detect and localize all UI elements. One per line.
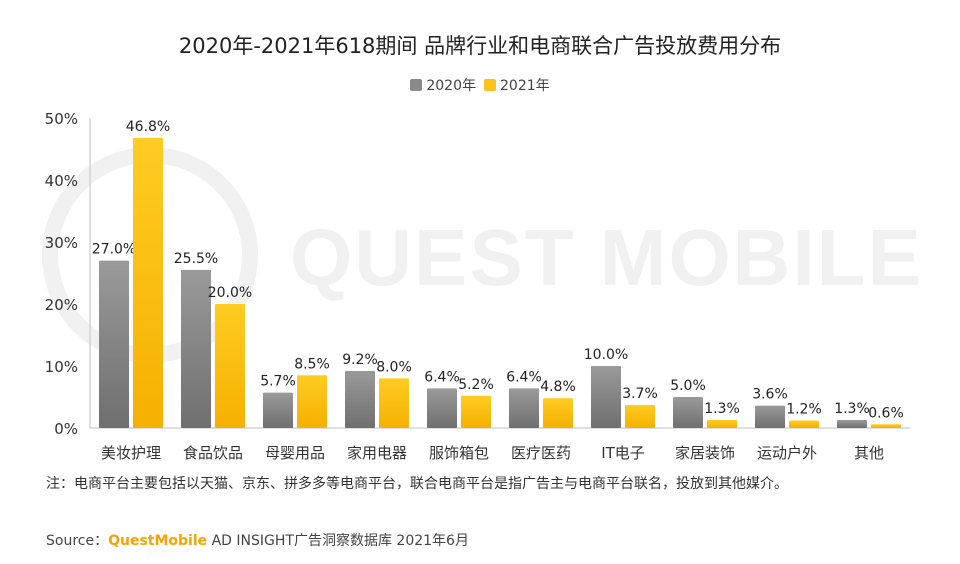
x-tick-label: IT电子 bbox=[601, 444, 645, 462]
data-label: 4.8% bbox=[540, 379, 576, 395]
data-label: 8.0% bbox=[376, 359, 412, 375]
data-label: 25.5% bbox=[174, 251, 218, 267]
data-label: 3.6% bbox=[752, 387, 788, 403]
data-label: 5.2% bbox=[458, 377, 494, 393]
legend-label-2021: 2021年 bbox=[500, 78, 550, 94]
bar-2020 bbox=[427, 388, 457, 428]
x-tick-label: 其他 bbox=[854, 444, 884, 462]
data-label: 9.2% bbox=[342, 352, 378, 368]
bar-2020 bbox=[345, 370, 375, 428]
source-line: Source：QuestMobile AD INSIGHT广告洞察数据库 202… bbox=[46, 530, 469, 550]
data-label: 1.2% bbox=[786, 402, 822, 418]
bar-2020 bbox=[591, 366, 621, 428]
data-label: 1.3% bbox=[834, 401, 870, 417]
bar-2021 bbox=[707, 419, 737, 428]
bar-2020 bbox=[673, 397, 703, 428]
data-label: 0.6% bbox=[868, 405, 904, 421]
bar-2020 bbox=[509, 388, 539, 428]
bar-2020 bbox=[755, 405, 785, 428]
bar-2020 bbox=[181, 269, 211, 428]
data-label: 10.0% bbox=[584, 347, 628, 363]
footnote: 注：电商平台主要包括以天猫、京东、拼多多等电商平台，联合电商平台是指广告主与电商… bbox=[46, 476, 788, 492]
data-label: 3.7% bbox=[622, 386, 658, 402]
legend-label-2020: 2020年 bbox=[426, 78, 476, 94]
x-tick-label: 母婴用品 bbox=[265, 444, 325, 462]
data-label: 6.4% bbox=[506, 369, 542, 385]
data-label: 5.7% bbox=[260, 374, 296, 390]
y-tick-label: 20% bbox=[45, 296, 78, 314]
bar-chart: QUEST MOBILE 0% 10% 20% 30% 40% 50% 美妆护理 食品饮品 母婴… bbox=[42, 110, 923, 462]
bar-2021 bbox=[133, 137, 163, 428]
x-tick-label: 服饰箱包 bbox=[429, 444, 489, 462]
x-tick-label: 运动户外 bbox=[757, 444, 817, 462]
x-tick-label: 家用电器 bbox=[347, 444, 407, 462]
bar-2020 bbox=[837, 419, 867, 428]
legend-swatch-2021 bbox=[484, 79, 496, 91]
bar-2021 bbox=[871, 424, 901, 428]
x-tick-label: 医疗医药 bbox=[511, 444, 571, 462]
x-tick-label: 美妆护理 bbox=[101, 444, 161, 462]
y-tick-label: 10% bbox=[45, 358, 78, 376]
legend-item-2020: 2020年 bbox=[410, 75, 476, 95]
y-tick-label: 40% bbox=[45, 172, 78, 190]
y-tick-label: 0% bbox=[54, 420, 78, 438]
chart-legend: 2020年 2021年 bbox=[0, 75, 960, 95]
bar-2021 bbox=[625, 405, 655, 428]
x-tick-label: 食品饮品 bbox=[183, 444, 243, 462]
bar-2021 bbox=[789, 420, 819, 428]
bar-2021 bbox=[543, 398, 573, 428]
chart-title: 2020年-2021年618期间 品牌行业和电商联合广告投放费用分布 bbox=[178, 34, 782, 58]
y-tick-label: 30% bbox=[45, 234, 78, 252]
x-tick-label: 家居装饰 bbox=[675, 444, 735, 462]
source-label: Source： bbox=[46, 533, 109, 549]
data-label: 5.0% bbox=[670, 378, 706, 394]
bar-2020 bbox=[263, 392, 293, 428]
legend-item-2021: 2021年 bbox=[484, 75, 550, 95]
data-label: 46.8% bbox=[126, 119, 170, 135]
y-tick-label: 50% bbox=[45, 110, 78, 128]
data-label: 27.0% bbox=[92, 242, 136, 258]
bar-2021 bbox=[297, 375, 327, 428]
source-brand: QuestMobile bbox=[108, 533, 208, 549]
data-label: 1.3% bbox=[704, 401, 740, 417]
data-label: 8.5% bbox=[294, 356, 330, 372]
legend-swatch-2020 bbox=[410, 79, 423, 91]
bar-2021 bbox=[379, 378, 409, 428]
source-rest: AD INSIGHT广告洞察数据库 2021年6月 bbox=[207, 533, 469, 549]
watermark-text: QUEST MOBILE bbox=[290, 213, 923, 302]
data-label: 20.0% bbox=[208, 285, 252, 301]
watermark: QUEST MOBILE bbox=[42, 147, 923, 363]
bar-2021 bbox=[461, 395, 491, 428]
data-label: 6.4% bbox=[424, 369, 460, 385]
bar-2021 bbox=[215, 304, 245, 428]
bar-2020 bbox=[99, 260, 129, 428]
